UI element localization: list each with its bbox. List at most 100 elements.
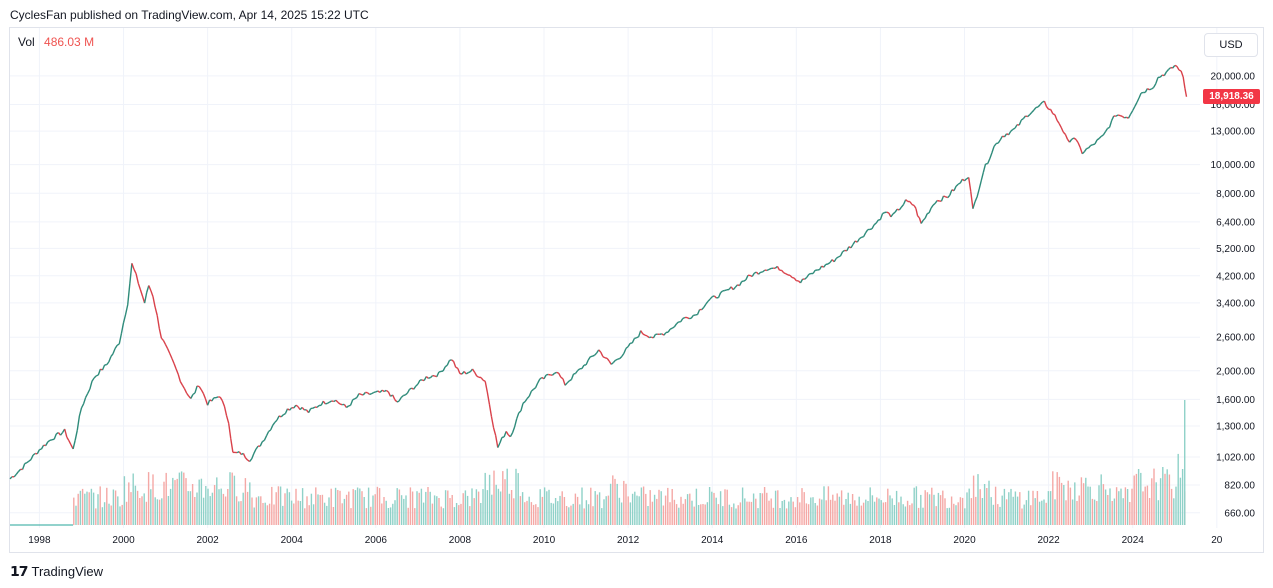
price-segment xyxy=(430,375,434,379)
price-segment xyxy=(53,433,57,440)
price-segment xyxy=(890,213,894,218)
price-segment xyxy=(371,391,375,395)
volume-bar xyxy=(1137,469,1140,525)
volume-bar xyxy=(832,494,834,525)
price-segment xyxy=(1033,107,1037,111)
price-segment xyxy=(636,336,639,339)
price-segment xyxy=(87,388,91,394)
volume-bar xyxy=(141,496,143,525)
volume-bar xyxy=(86,491,88,525)
price-segment xyxy=(703,303,707,308)
volume-bar xyxy=(1082,483,1085,525)
volume-bar xyxy=(1008,492,1010,525)
price-segment xyxy=(1163,71,1168,76)
price-segment xyxy=(413,385,417,390)
volume-bar xyxy=(521,492,524,525)
price-segment xyxy=(518,410,522,414)
price-segment xyxy=(812,269,816,274)
price-segment xyxy=(612,359,617,363)
price-segment xyxy=(917,215,920,219)
price-segment xyxy=(335,399,339,403)
price-segment xyxy=(1077,142,1081,148)
price-segment xyxy=(295,404,299,408)
price-segment xyxy=(91,377,95,382)
price-segment xyxy=(51,438,55,441)
volume-bar xyxy=(944,498,946,525)
price-segment xyxy=(383,389,387,393)
price-segment xyxy=(1180,70,1184,78)
x-tick-label: 2002 xyxy=(197,535,220,546)
price-segment xyxy=(551,372,555,376)
price-segment xyxy=(785,273,789,276)
price-segment xyxy=(1155,77,1159,84)
volume-bar xyxy=(277,486,280,525)
price-segment xyxy=(449,359,452,362)
volume-bar xyxy=(240,501,242,525)
price-segment xyxy=(680,318,684,323)
price-segment xyxy=(1079,147,1083,155)
price-segment xyxy=(97,368,102,376)
price-segment xyxy=(497,442,501,448)
price-segment xyxy=(116,343,120,346)
volume-bar xyxy=(920,494,922,525)
price-segment xyxy=(1012,127,1016,131)
volume-bar xyxy=(858,496,860,525)
footer-brand[interactable]: 𝟭𝟳 TradingView xyxy=(10,563,103,580)
volume-bar xyxy=(783,499,786,525)
volume-bar xyxy=(1049,491,1052,525)
chart-frame[interactable] xyxy=(9,27,1264,553)
volume-bar xyxy=(425,491,427,525)
volume-bar xyxy=(675,504,678,525)
price-segment xyxy=(751,272,755,277)
volume-bar xyxy=(1124,487,1127,525)
price-segment xyxy=(455,366,459,370)
price-segment xyxy=(818,265,823,271)
price-segment xyxy=(78,407,83,417)
volume-bar xyxy=(191,484,194,525)
volume-bar xyxy=(880,500,882,525)
volume-bar xyxy=(1184,400,1186,525)
price-segment xyxy=(617,357,620,360)
x-tick-label: 2018 xyxy=(869,535,892,546)
volume-bar xyxy=(466,495,469,525)
price-segment xyxy=(242,453,247,459)
volume-bar xyxy=(942,490,944,525)
price-segment xyxy=(1031,109,1035,113)
volume-bar xyxy=(774,490,777,525)
volume-bar xyxy=(651,501,654,525)
price-segment xyxy=(247,459,251,463)
volume-bar xyxy=(517,473,519,525)
price-segment xyxy=(749,274,753,278)
price-segment xyxy=(270,424,274,431)
price-segment xyxy=(402,394,406,397)
volume-bar xyxy=(986,488,988,525)
price-segment xyxy=(190,394,194,399)
price-segment xyxy=(590,355,593,358)
price-segment xyxy=(451,359,455,362)
price-segment xyxy=(909,201,913,205)
volume-bar xyxy=(101,507,104,525)
volume-bar xyxy=(453,507,456,525)
price-segment xyxy=(644,334,648,337)
volume-bar xyxy=(1034,498,1036,525)
volume-bar xyxy=(900,496,902,525)
price-segment xyxy=(1037,104,1041,108)
price-segment xyxy=(558,372,562,378)
volume-bar xyxy=(198,479,200,525)
volume-bar xyxy=(671,489,673,525)
price-segment xyxy=(568,379,572,382)
price-segment xyxy=(900,203,905,208)
volume-bar xyxy=(1140,472,1142,525)
price-segment xyxy=(570,373,575,380)
price-segment xyxy=(282,412,286,416)
currency-button[interactable]: USD xyxy=(1204,33,1258,57)
volume-bar xyxy=(931,487,933,525)
price-segment xyxy=(28,459,32,462)
volume-bar xyxy=(988,480,990,525)
price-segment xyxy=(425,376,429,379)
volume-bar xyxy=(847,492,849,525)
volume-bar xyxy=(770,498,772,525)
price-segment xyxy=(625,346,629,349)
price-segment xyxy=(251,453,255,459)
